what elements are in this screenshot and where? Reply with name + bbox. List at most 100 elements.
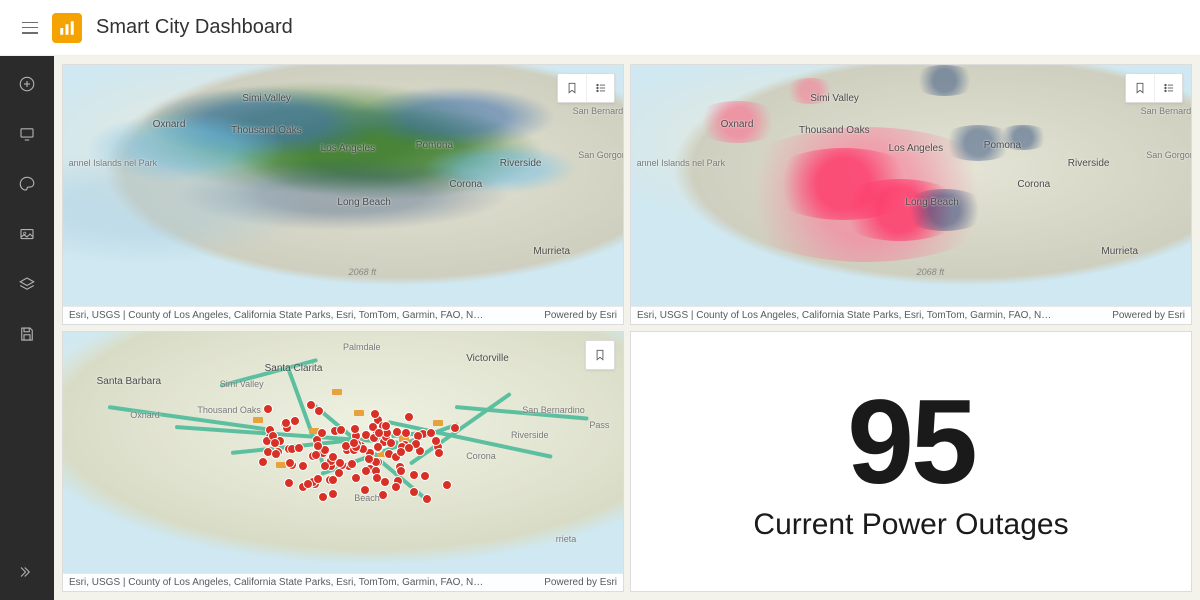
dashboard-canvas: Simi Valley Oxnard Thousand Oaks Los Angele… bbox=[54, 56, 1200, 600]
outage-dot[interactable] bbox=[281, 418, 291, 428]
outage-dot[interactable] bbox=[364, 454, 374, 464]
city-label: Thousand Oaks bbox=[231, 125, 302, 136]
elevation-label: 2068 ft bbox=[917, 267, 945, 277]
bookmark-icon[interactable] bbox=[1126, 74, 1154, 102]
map-outages[interactable]: Santa Barbara Santa Clarita Palmdale Victor… bbox=[63, 332, 623, 591]
city-label: Murrieta bbox=[533, 246, 570, 257]
outage-dot[interactable] bbox=[290, 416, 300, 426]
outage-dot[interactable] bbox=[392, 427, 402, 437]
map-tools bbox=[557, 73, 615, 103]
city-label: Pass bbox=[589, 420, 609, 430]
outage-dot[interactable] bbox=[442, 480, 452, 490]
elevation-label: 2068 ft bbox=[349, 267, 377, 277]
map-attribution: Esri, USGS | County of Los Angeles, Cali… bbox=[63, 573, 623, 591]
bookmark-icon[interactable] bbox=[586, 341, 614, 369]
map-attribution: Esri, USGS | County of Los Angeles, Cali… bbox=[631, 306, 1191, 324]
city-label: Pomona bbox=[984, 140, 1021, 151]
city-label: Palmdale bbox=[343, 342, 381, 352]
map-tools bbox=[585, 340, 615, 370]
city-label: Riverside bbox=[1068, 158, 1110, 169]
outage-dot[interactable] bbox=[370, 409, 380, 419]
panel-radar: Simi Valley Oxnard Thousand Oaks Los Angele… bbox=[62, 64, 624, 325]
outage-dot[interactable] bbox=[294, 443, 304, 453]
city-label: Los Angeles bbox=[889, 143, 944, 154]
app-title: Smart City Dashboard bbox=[96, 16, 293, 39]
city-label: Santa Barbara bbox=[97, 376, 162, 387]
expand-rail-icon[interactable] bbox=[13, 558, 41, 586]
add-icon[interactable] bbox=[13, 70, 41, 98]
bookmark-icon[interactable] bbox=[558, 74, 586, 102]
kpi-value: 95 bbox=[847, 382, 974, 502]
city-label: San Bernard National Forest bbox=[573, 106, 624, 116]
outage-dot[interactable] bbox=[404, 412, 414, 422]
city-label: Riverside bbox=[511, 430, 549, 440]
outage-dot[interactable] bbox=[285, 458, 295, 468]
outage-dot[interactable] bbox=[349, 438, 359, 448]
outage-dot[interactable] bbox=[420, 471, 430, 481]
city-label: Thousand Oaks bbox=[197, 405, 261, 415]
map-tools bbox=[1125, 73, 1183, 103]
top-header: Smart City Dashboard bbox=[0, 0, 1200, 56]
outage-dot[interactable] bbox=[306, 400, 316, 410]
city-label: Corona bbox=[449, 179, 482, 190]
city-label: Oxnard bbox=[130, 410, 160, 420]
outage-dot[interactable] bbox=[422, 494, 432, 504]
map-heat[interactable]: Simi ValleyOxnardThousand OaksLos Angele… bbox=[631, 65, 1191, 324]
outage-dot[interactable] bbox=[271, 449, 281, 459]
panel-outages: Santa Barbara Santa Clarita Palmdale Victor… bbox=[62, 331, 624, 592]
map-attribution: Esri, USGS | County of Los Angeles, Cali… bbox=[63, 306, 623, 324]
outage-dot[interactable] bbox=[328, 452, 338, 462]
save-icon[interactable] bbox=[13, 320, 41, 348]
city-label: Murrieta bbox=[1101, 246, 1138, 257]
menu-icon[interactable] bbox=[22, 22, 38, 34]
outage-dot[interactable] bbox=[270, 438, 280, 448]
city-label: Santa Clarita bbox=[265, 363, 323, 374]
panel-kpi: 95 Current Power Outages bbox=[630, 331, 1192, 592]
city-label: San Gorgonio bbox=[578, 150, 624, 160]
kpi-label: Current Power Outages bbox=[753, 508, 1068, 542]
left-rail bbox=[0, 56, 54, 600]
city-label: Thousand Oaks bbox=[799, 125, 870, 136]
city-label: Simi Valley bbox=[242, 93, 291, 104]
city-label: Los Angeles bbox=[321, 143, 376, 154]
city-label: Riverside bbox=[500, 158, 542, 169]
city-label: annel Islands nel Park bbox=[69, 158, 158, 168]
city-label: rrieta bbox=[556, 534, 577, 544]
outage-dot[interactable] bbox=[313, 474, 323, 484]
city-label: Victorville bbox=[466, 353, 509, 364]
map-radar[interactable]: Simi Valley Oxnard Thousand Oaks Los Angele… bbox=[63, 65, 623, 324]
city-label: San Bernardino bbox=[522, 405, 585, 415]
display-icon[interactable] bbox=[13, 120, 41, 148]
city-label: San Gorgonio bbox=[1146, 150, 1192, 160]
outage-dot[interactable] bbox=[317, 428, 327, 438]
city-label: Simi Valley bbox=[810, 93, 859, 104]
outage-dot[interactable] bbox=[373, 442, 383, 452]
outage-dot[interactable] bbox=[409, 487, 419, 497]
outage-dot[interactable] bbox=[396, 466, 406, 476]
outage-dot[interactable] bbox=[336, 425, 346, 435]
app-logo bbox=[52, 13, 82, 43]
panel-heat: Simi ValleyOxnardThousand OaksLos Angele… bbox=[630, 64, 1192, 325]
theme-icon[interactable] bbox=[13, 170, 41, 198]
outage-dot[interactable] bbox=[258, 457, 268, 467]
outage-dot[interactable] bbox=[320, 461, 330, 471]
city-label: Beach bbox=[354, 493, 380, 503]
outage-dot[interactable] bbox=[328, 489, 338, 499]
city-label: annel Islands nel Park bbox=[637, 158, 726, 168]
city-label: Oxnard bbox=[153, 119, 186, 130]
outage-dot[interactable] bbox=[263, 404, 273, 414]
city-label: San Bernard National Forest bbox=[1141, 106, 1192, 116]
legend-icon[interactable] bbox=[586, 74, 614, 102]
outage-dot[interactable] bbox=[351, 473, 361, 483]
outage-dot[interactable] bbox=[372, 473, 382, 483]
city-label: Long Beach bbox=[337, 197, 390, 208]
outage-dot[interactable] bbox=[409, 470, 419, 480]
media-icon[interactable] bbox=[13, 220, 41, 248]
city-label: Pomona bbox=[416, 140, 453, 151]
city-label: Corona bbox=[466, 451, 496, 461]
city-label: Long Beach bbox=[905, 197, 958, 208]
outage-dot[interactable] bbox=[391, 482, 401, 492]
city-label: Corona bbox=[1017, 179, 1050, 190]
legend-icon[interactable] bbox=[1154, 74, 1182, 102]
layers-icon[interactable] bbox=[13, 270, 41, 298]
